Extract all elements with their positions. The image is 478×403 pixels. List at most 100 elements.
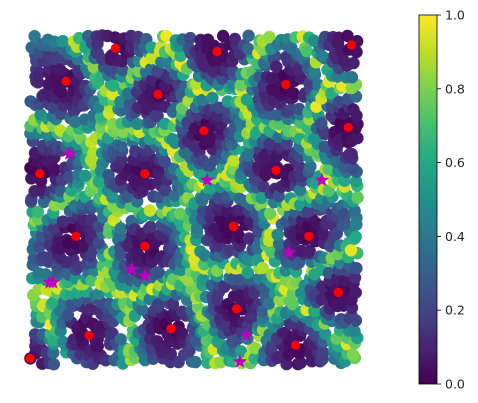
center-point xyxy=(343,122,353,132)
field-point xyxy=(56,215,70,228)
star-point xyxy=(137,268,152,282)
field-point xyxy=(131,117,144,131)
center-point xyxy=(140,169,150,179)
star-point xyxy=(124,261,139,276)
star-point xyxy=(200,172,215,187)
field-point xyxy=(280,357,293,371)
field-point xyxy=(349,286,362,299)
field-point xyxy=(91,46,104,60)
colorbar-gradient xyxy=(418,14,438,385)
field-point xyxy=(348,325,361,338)
field-point xyxy=(108,31,122,44)
field-point xyxy=(315,117,328,130)
field-point xyxy=(47,346,60,359)
field-point xyxy=(307,34,321,47)
field-point xyxy=(233,230,246,243)
star-point xyxy=(239,327,254,342)
field-point xyxy=(347,56,360,70)
colorbar-tick-label: 1.0 xyxy=(445,8,465,23)
field-point xyxy=(349,230,362,243)
star-point xyxy=(45,275,61,289)
field-point xyxy=(304,160,317,173)
center-point xyxy=(71,231,81,241)
field-point xyxy=(300,45,314,58)
field-point xyxy=(48,163,61,176)
field-point xyxy=(188,140,201,153)
field-point xyxy=(151,65,164,78)
field-point xyxy=(33,67,46,80)
field-point xyxy=(255,191,268,205)
field-point xyxy=(130,245,144,258)
field-point xyxy=(317,346,330,359)
field-point xyxy=(196,93,209,107)
field-point xyxy=(204,182,217,195)
star-markers xyxy=(42,146,330,368)
field-point xyxy=(218,280,231,294)
field-point xyxy=(341,29,354,43)
field-point xyxy=(351,191,364,204)
field-point xyxy=(106,191,119,204)
colorbar-tick-label: 0.6 xyxy=(445,155,465,170)
field-point xyxy=(206,91,219,105)
field-point xyxy=(227,154,240,167)
field-point xyxy=(234,79,247,92)
field-point xyxy=(241,266,254,279)
field-point xyxy=(31,76,45,89)
center-point xyxy=(84,330,94,340)
center-point xyxy=(291,340,301,350)
star-point xyxy=(232,354,248,368)
field-point xyxy=(184,31,197,45)
field-point xyxy=(56,34,69,48)
center-point xyxy=(110,43,120,53)
field-point xyxy=(287,87,300,100)
center-point xyxy=(346,40,356,50)
field-point xyxy=(216,29,230,43)
field-point xyxy=(174,49,187,62)
center-point xyxy=(228,221,238,231)
field-point xyxy=(160,30,173,43)
field-point xyxy=(54,63,67,76)
field-point xyxy=(175,327,189,340)
field-point xyxy=(242,42,255,55)
field-point xyxy=(115,139,128,153)
field-point xyxy=(159,183,172,197)
field-point xyxy=(233,192,247,206)
field-point xyxy=(99,354,112,367)
field-point xyxy=(114,333,127,346)
field-point xyxy=(121,190,134,203)
field-point xyxy=(337,208,351,221)
field-point xyxy=(242,29,255,42)
star-point xyxy=(282,245,297,259)
field-point xyxy=(317,227,330,241)
colorbar-tick-label: 0.8 xyxy=(445,81,465,96)
field-point xyxy=(152,266,165,279)
field-point xyxy=(234,345,248,358)
field-point xyxy=(28,30,41,43)
center-point xyxy=(153,89,163,99)
field-point xyxy=(348,271,362,284)
field-point xyxy=(303,244,316,258)
field-point xyxy=(350,262,363,275)
field-point xyxy=(273,294,286,307)
field-point xyxy=(136,185,149,198)
field-point xyxy=(270,60,283,74)
field-point xyxy=(345,147,358,161)
field-point xyxy=(31,205,45,218)
field-point xyxy=(294,356,307,369)
field-point xyxy=(198,249,211,262)
field-point xyxy=(116,63,130,77)
field-point xyxy=(308,132,321,146)
colorbar-tick-label: 0.2 xyxy=(445,303,465,318)
field-point xyxy=(151,109,164,123)
field-point xyxy=(47,358,60,371)
field-point xyxy=(280,50,293,64)
field-point xyxy=(54,251,67,264)
center-point xyxy=(25,353,35,363)
field-point xyxy=(115,154,128,167)
field-point xyxy=(302,205,315,218)
center-point xyxy=(166,324,176,334)
center-point xyxy=(304,231,314,241)
field-point xyxy=(79,169,92,182)
field-point xyxy=(240,93,254,106)
